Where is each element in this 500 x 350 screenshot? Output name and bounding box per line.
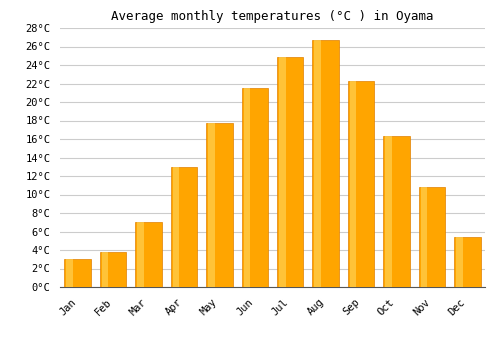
Bar [348,81,374,287]
Bar [279,57,285,287]
Bar [206,123,233,287]
Bar [244,88,250,287]
Bar [350,81,356,287]
Bar [138,222,144,287]
Bar [312,40,339,287]
Bar [170,167,197,287]
Title: Average monthly temperatures (°C ) in Oyama: Average monthly temperatures (°C ) in Oy… [111,10,434,23]
Bar [385,136,392,287]
Bar [420,187,427,287]
Bar [454,237,480,287]
Bar [242,88,268,287]
Bar [66,259,73,287]
Bar [136,222,162,287]
Bar [102,252,108,287]
Bar [418,187,445,287]
Bar [208,123,214,287]
Bar [456,237,462,287]
Bar [172,167,180,287]
Bar [277,57,303,287]
Bar [314,40,321,287]
Bar [64,259,91,287]
Bar [383,136,409,287]
Bar [100,252,126,287]
